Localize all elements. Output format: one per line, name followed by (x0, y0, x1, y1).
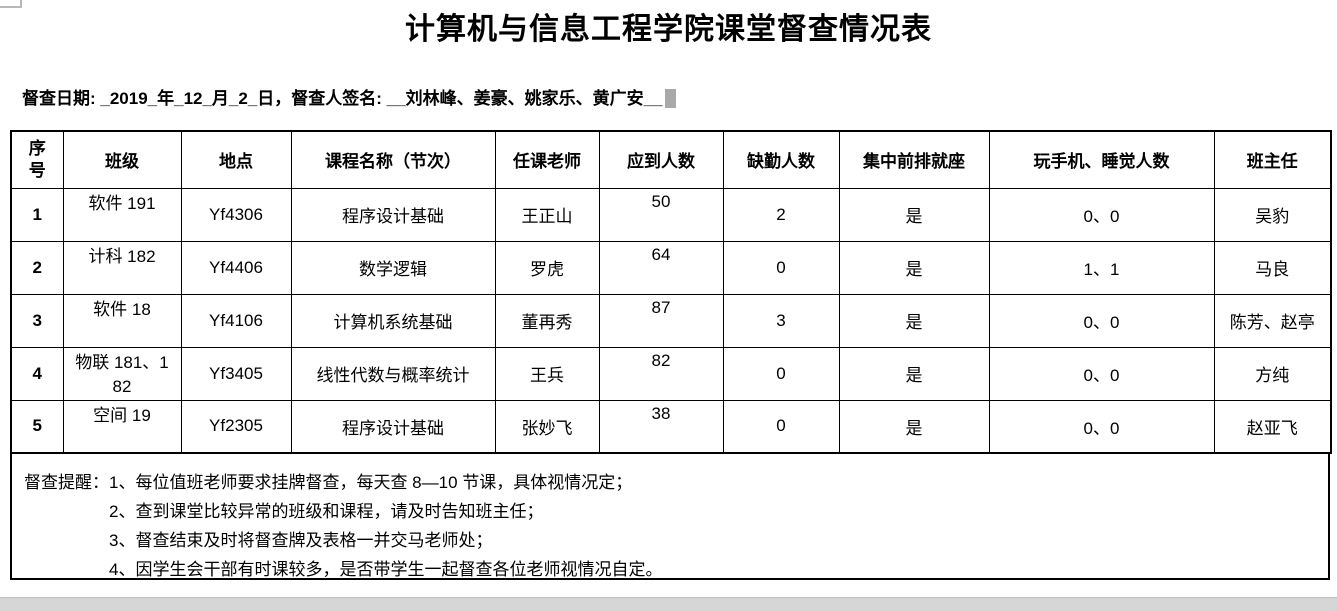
table-row: 3 软件 18 Yf4106 计算机系统基础 董再秀 87 3 是 0、0 陈芳… (10, 293, 1332, 348)
cell-location: Yf2305 (180, 399, 292, 454)
table-header-row: 序号 班级 地点 课程名称（节次） 任课老师 应到人数 缺勤人数 集中前排就座 … (10, 130, 1332, 189)
cell-location: Yf4106 (180, 293, 292, 348)
header-cell-location: 地点 (180, 130, 292, 189)
cell-phone-sleep-count: 0、0 (988, 399, 1215, 454)
cell-front-seating: 是 (838, 240, 990, 295)
cell-phone-sleep-count: 0、0 (988, 187, 1215, 242)
supervision-table: 序号 班级 地点 课程名称（节次） 任课老师 应到人数 缺勤人数 集中前排就座 … (10, 130, 1332, 454)
bottom-gray-strip (0, 597, 1337, 611)
header-cell-course: 课程名称（节次） (290, 130, 496, 189)
cell-course: 程序设计基础 (290, 399, 496, 454)
cell-course: 程序设计基础 (290, 187, 496, 242)
cell-expected-count: 50 (598, 187, 724, 242)
cell-class: 软件 18 (62, 293, 182, 348)
table-row: 2 计科 182 Yf4406 数学逻辑 罗虎 64 0 是 1、1 马良 (10, 240, 1332, 295)
notes-label: 督查提醒： (24, 473, 109, 492)
cell-head-teacher: 陈芳、赵亭 (1213, 293, 1332, 348)
cell-index: 5 (10, 399, 64, 454)
cell-front-seating: 是 (838, 187, 990, 242)
cell-location: Yf4306 (180, 187, 292, 242)
cell-expected-count: 87 (598, 293, 724, 348)
cell-location: Yf3405 (180, 346, 292, 401)
cell-class: 物联 181、182 (62, 346, 182, 401)
cell-course: 数学逻辑 (290, 240, 496, 295)
cell-front-seating: 是 (838, 346, 990, 401)
date-signature-text: 督查日期: _2019_年_12_月_2_日，督查人签名: __刘林峰、姜豪、姚… (22, 89, 663, 108)
cell-class: 软件 191 (62, 187, 182, 242)
note-item: 1、每位值班老师要求挂牌督查，每天查 8—10 节课，具体视情况定； (109, 473, 633, 492)
page-title: 计算机与信息工程学院课堂督查情况表 (405, 13, 932, 46)
header-cell-index: 序号 (10, 130, 64, 189)
cell-teacher: 罗虎 (494, 240, 600, 295)
page-corner-fragment (0, 0, 22, 8)
cell-front-seating: 是 (838, 399, 990, 454)
cell-location: Yf4406 (180, 240, 292, 295)
cell-absent-count: 0 (722, 399, 840, 454)
header-cell-teacher: 任课老师 (494, 130, 600, 189)
cell-index: 2 (10, 240, 64, 295)
note-item: 3、督查结束及时将督查牌及表格一并交马老师处； (109, 531, 493, 550)
notes-list: 1、每位值班老师要求挂牌督查，每天查 8—10 节课，具体视情况定； 2、查到课… (109, 468, 662, 584)
cell-class: 空间 19 (62, 399, 182, 454)
cell-head-teacher: 吴豹 (1213, 187, 1332, 242)
cell-index: 3 (10, 293, 64, 348)
cell-phone-sleep-count: 1、1 (988, 240, 1215, 295)
cell-teacher: 王兵 (494, 346, 600, 401)
header-cell-head-teacher: 班主任 (1213, 130, 1332, 189)
note-item: 4、因学生会干部有时课较多，是否带学生一起督查各位老师视情况自定。 (109, 560, 663, 579)
cell-absent-count: 0 (722, 346, 840, 401)
table-row: 1 软件 191 Yf4306 程序设计基础 王正山 50 2 是 0、0 吴豹 (10, 187, 1332, 242)
cell-expected-count: 38 (598, 399, 724, 454)
cell-teacher: 王正山 (494, 187, 600, 242)
note-item: 2、查到课堂比较异常的班级和课程，请及时告知班主任； (109, 502, 544, 521)
cell-teacher: 董再秀 (494, 293, 600, 348)
cell-index: 1 (10, 187, 64, 242)
cell-expected-count: 82 (598, 346, 724, 401)
cell-teacher: 张妙飞 (494, 399, 600, 454)
header-cell-phone-sleep-count: 玩手机、睡觉人数 (988, 130, 1215, 189)
cell-course: 线性代数与概率统计 (290, 346, 496, 401)
header-cell-front-seating: 集中前排就座 (838, 130, 990, 189)
header-cell-absent-count: 缺勤人数 (722, 130, 840, 189)
cell-head-teacher: 马良 (1213, 240, 1332, 295)
cursor-block (664, 89, 676, 108)
cell-class: 计科 182 (62, 240, 182, 295)
cell-absent-count: 0 (722, 240, 840, 295)
cell-expected-count: 64 (598, 240, 724, 295)
cell-front-seating: 是 (838, 293, 990, 348)
cell-head-teacher: 赵亚飞 (1213, 399, 1332, 454)
cell-absent-count: 3 (722, 293, 840, 348)
date-signature-line: 督查日期: _2019_年_12_月_2_日，督查人签名: __刘林峰、姜豪、姚… (22, 84, 1337, 109)
notes-box: 督查提醒： 1、每位值班老师要求挂牌督查，每天查 8—10 节课，具体视情况定；… (10, 452, 1330, 580)
cell-phone-sleep-count: 0、0 (988, 293, 1215, 348)
cell-phone-sleep-count: 0、0 (988, 346, 1215, 401)
cell-index: 4 (10, 346, 64, 401)
table-row: 5 空间 19 Yf2305 程序设计基础 张妙飞 38 0 是 0、0 赵亚飞 (10, 399, 1332, 454)
header-cell-class: 班级 (62, 130, 182, 189)
cell-head-teacher: 方纯 (1213, 346, 1332, 401)
table-row: 4 物联 181、182 Yf3405 线性代数与概率统计 王兵 82 0 是 … (10, 346, 1332, 401)
cell-absent-count: 2 (722, 187, 840, 242)
cell-course: 计算机系统基础 (290, 293, 496, 348)
header-cell-expected-count: 应到人数 (598, 130, 724, 189)
